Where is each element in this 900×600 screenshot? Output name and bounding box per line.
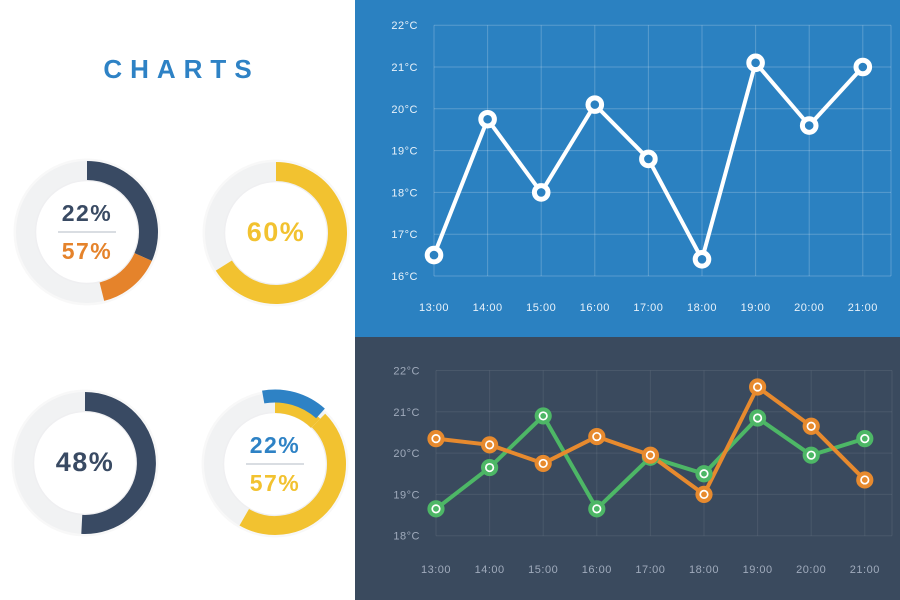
x-axis-tick-label: 14:00: [475, 564, 505, 576]
x-axis-tick-label: 14:00: [473, 302, 503, 314]
donut-chart-navy: 48%: [5, 383, 165, 543]
donut-chart-blue-yellow: 22% 57%: [195, 384, 355, 544]
y-axis-tick-label: 20°C: [393, 448, 420, 460]
x-axis-tick-label: 16:00: [580, 302, 610, 314]
x-axis-tick-label: 17:00: [635, 564, 665, 576]
x-axis-tick-label: 21:00: [848, 302, 878, 314]
y-axis-tick-label: 20°C: [391, 104, 418, 116]
y-axis-tick-label: 21°C: [393, 407, 420, 419]
y-axis-tick-label: 18°C: [393, 531, 420, 543]
donut-value-primary: 60%: [246, 217, 306, 248]
donut-label-divider: [58, 231, 116, 233]
x-axis-tick-label: 16:00: [582, 564, 612, 576]
donut-value-primary: 48%: [55, 447, 115, 478]
left-panel: CHARTS 22% 57% 60% 48% 22% 57%: [0, 0, 355, 600]
donut-chart-yellow: 60%: [196, 153, 356, 313]
donut-svg: [202, 159, 350, 307]
y-axis-tick-label: 22°C: [391, 20, 418, 32]
donut-labels: 60%: [196, 153, 356, 313]
y-axis-tick-label: 18°C: [391, 187, 418, 199]
donut-chart-navy-orange: 22% 57%: [7, 152, 167, 312]
y-axis-tick-label: 19°C: [393, 489, 420, 501]
donut-labels: 22% 57%: [195, 384, 355, 544]
donut-value-primary: 22%: [249, 431, 301, 458]
donut-labels: 22% 57%: [7, 152, 167, 312]
x-axis-tick-label: 18:00: [689, 564, 719, 576]
donut-value-primary: 22%: [61, 199, 113, 226]
day-temperature-chart-panel: 16°C 17°C 18°C 19°C 20°C 21°C 22°C 13:00 14:00 15…: [355, 0, 900, 337]
page-title: CHARTS: [103, 54, 260, 84]
x-axis-tick-label: 13:00: [419, 302, 449, 314]
x-axis-tick-label: 21:00: [850, 564, 880, 576]
y-axis-tick-label: 22°C: [393, 366, 420, 378]
x-axis-tick-label: 15:00: [528, 564, 558, 576]
x-axis-tick-label: 18:00: [687, 302, 717, 314]
x-axis-tick-label: 17:00: [633, 302, 663, 314]
x-axis-tick-label: 19:00: [741, 302, 771, 314]
line-chart-svg: 16°C 17°C 18°C 19°C 20°C 21°C 22°C 13:00 14:00 15…: [391, 20, 892, 314]
donut-svg: [201, 389, 349, 538]
donut-value-secondary: 57%: [249, 470, 301, 496]
line-chart-svg: 18°C 19°C 20°C 21°C 22°C 13:00 14:00 15:00 16:00…: [393, 366, 893, 576]
y-axis-tick-label: 17°C: [391, 229, 418, 241]
donut-svg: [11, 389, 159, 537]
x-axis-tick-label: 15:00: [526, 302, 556, 314]
y-axis-tick-label: 19°C: [391, 146, 418, 158]
donut-label-divider: [246, 463, 304, 465]
night-temperature-chart-panel: 18°C 19°C 20°C 21°C 22°C 13:00 14:00 15:00 16:00…: [355, 337, 900, 600]
x-axis-tick-label: 20:00: [796, 564, 826, 576]
y-axis-tick-label: 21°C: [391, 62, 418, 74]
donut-labels: 48%: [5, 383, 165, 543]
x-axis-tick-label: 20:00: [794, 302, 824, 314]
y-axis-tick-label: 16°C: [391, 271, 418, 283]
x-axis-tick-label: 19:00: [743, 564, 773, 576]
donut-value-secondary: 57%: [61, 238, 113, 264]
x-axis-tick-label: 13:00: [421, 564, 451, 576]
